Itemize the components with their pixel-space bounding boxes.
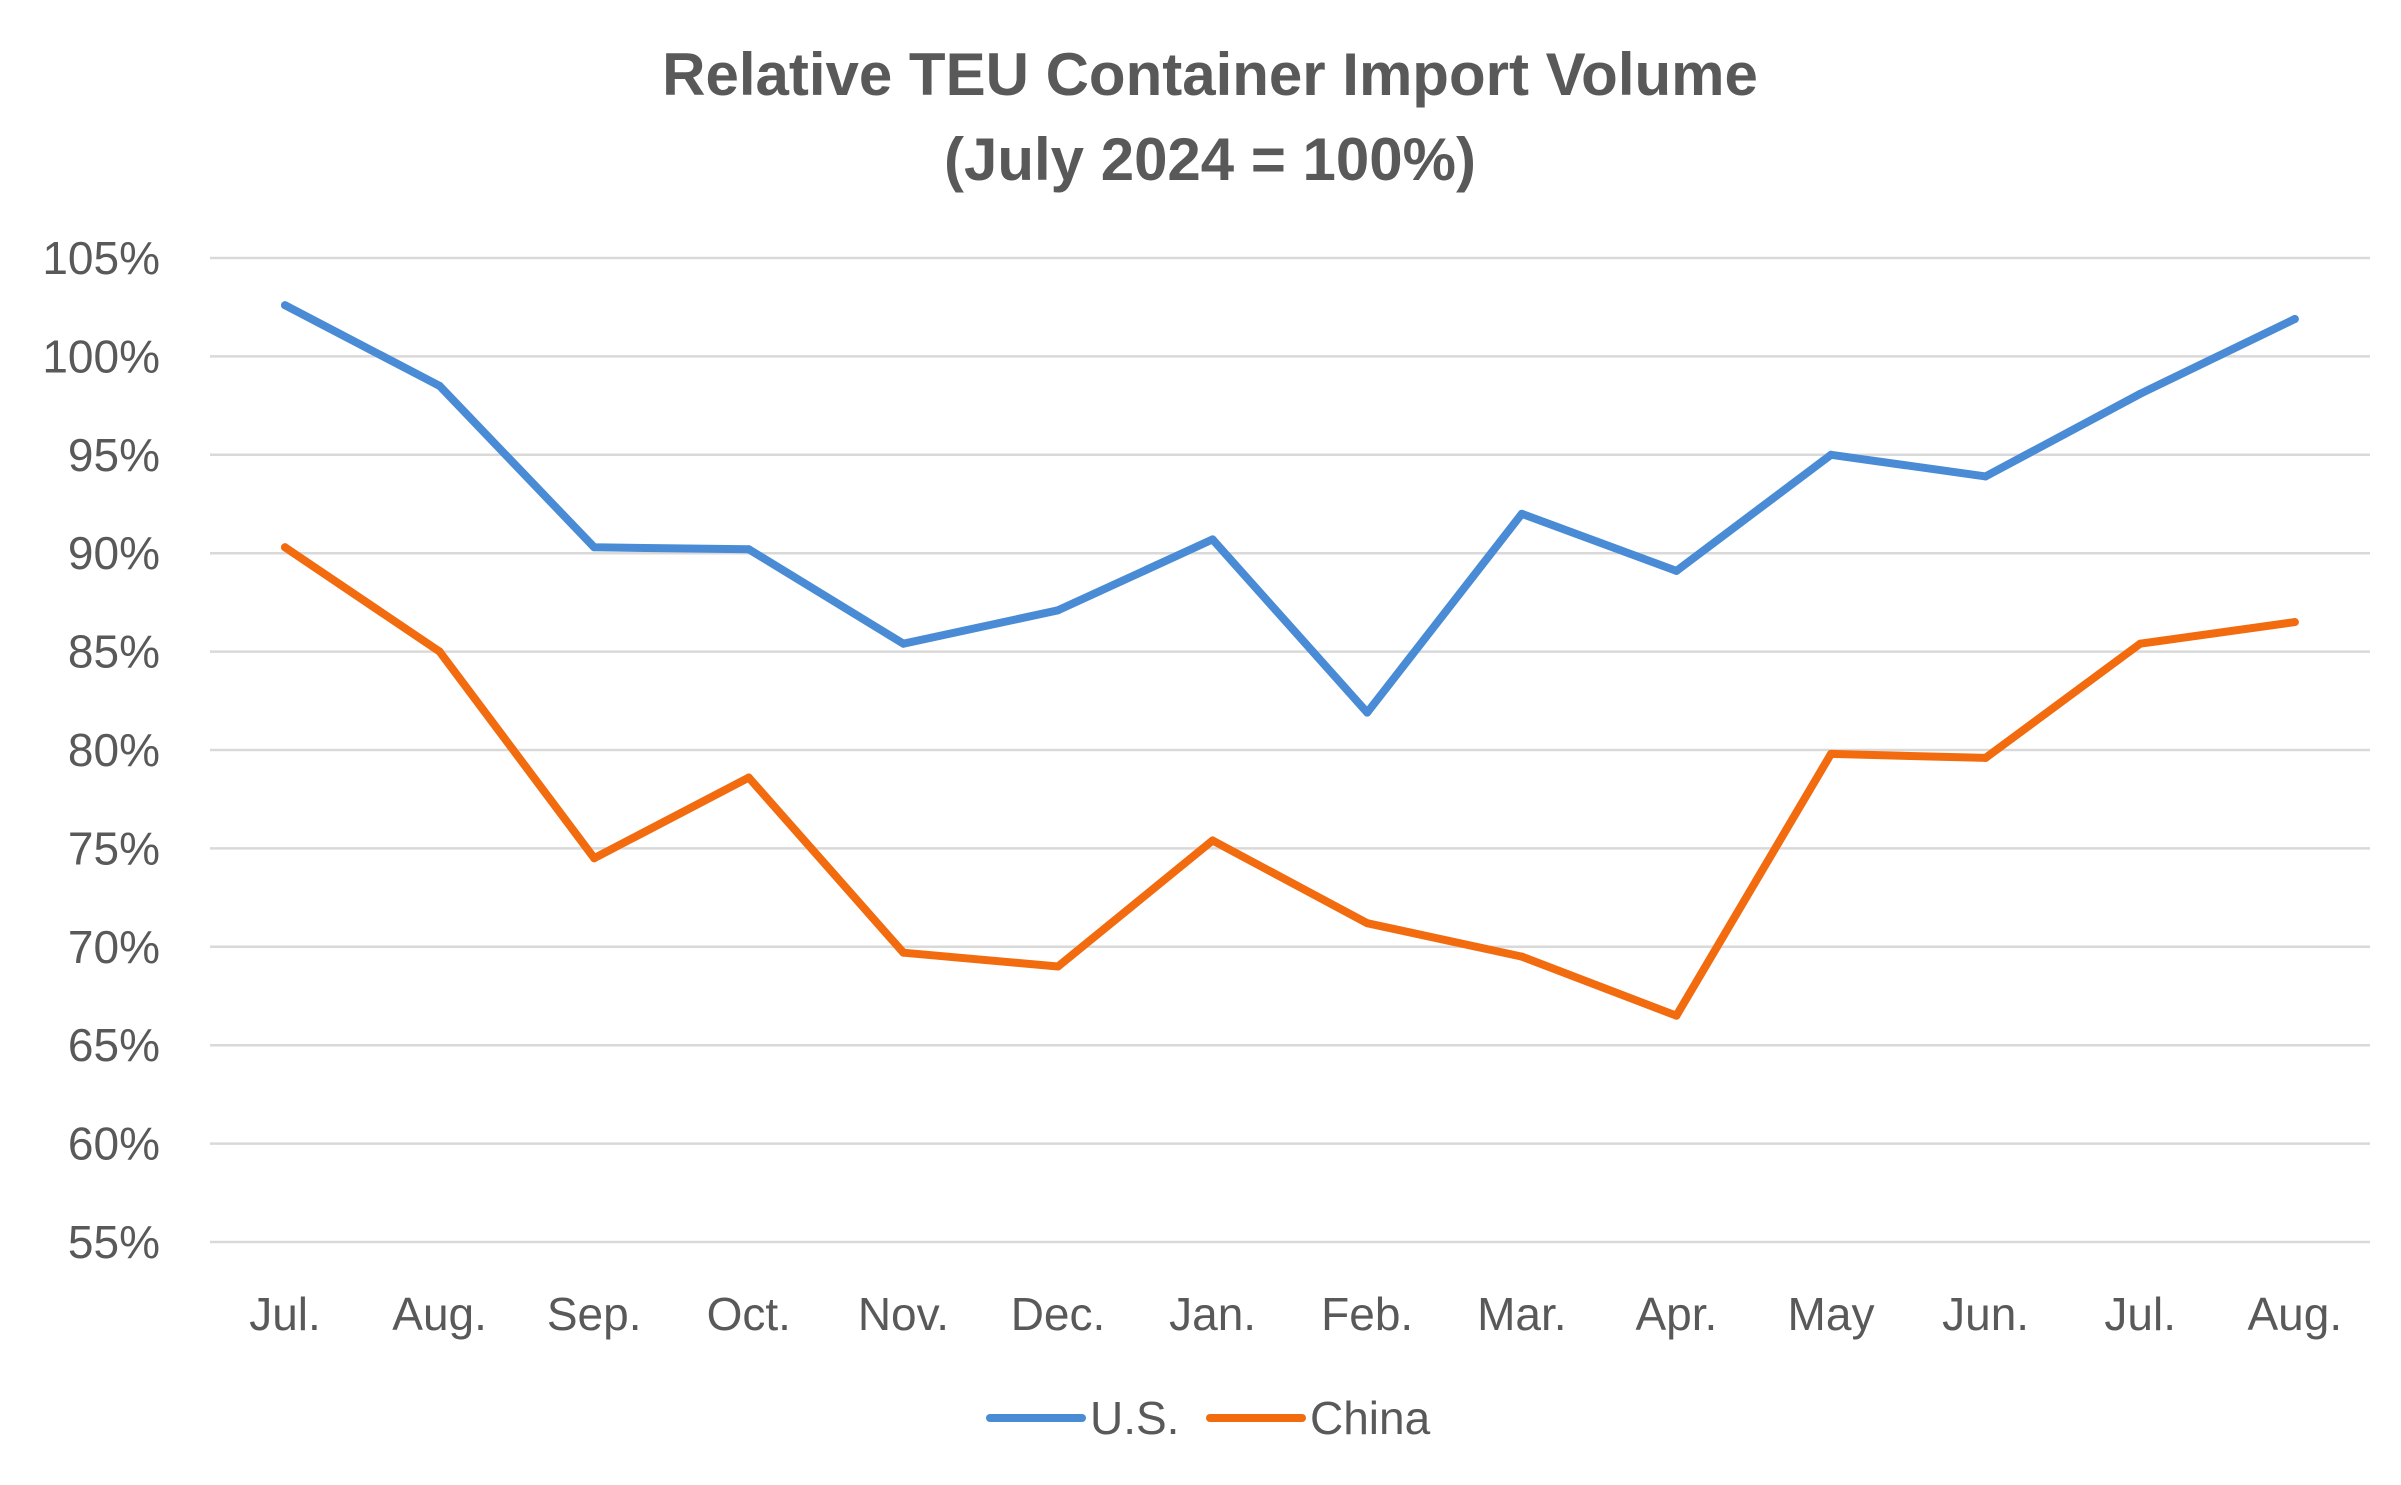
- data-point-u-s: [1672, 566, 1681, 575]
- data-point-china: [744, 773, 753, 782]
- data-point-china: [1672, 1011, 1681, 1020]
- data-point-u-s: [1054, 606, 1062, 615]
- y-axis-tick-labels: 105% 100% 95% 90% 85% 80% 75% 70% 65% 60% 55%: [42, 232, 160, 1268]
- x-tick-label: Jun.: [1942, 1288, 2029, 1340]
- data-point-u-s: [1363, 708, 1372, 717]
- y-tick-label: 75%: [68, 822, 160, 874]
- x-tick-label: Jan.: [1169, 1288, 1256, 1340]
- data-point-u-s: [435, 381, 444, 390]
- x-axis-tick-labels: Jul. Aug. Sep. Oct. Nov. Dec. Jan. Feb. Mar. Apr.…: [249, 1288, 2342, 1340]
- x-tick-label: Aug.: [2247, 1288, 2342, 1340]
- y-tick-label: 95%: [68, 429, 160, 481]
- x-tick-label: Apr.: [1635, 1288, 1717, 1340]
- y-tick-label: 90%: [68, 527, 160, 579]
- x-tick-label: Mar.: [1477, 1288, 1566, 1340]
- data-point-china: [2290, 618, 2299, 627]
- data-point-u-s: [590, 543, 599, 552]
- gridlines: [210, 256, 2370, 1244]
- legend-label-china: China: [1310, 1392, 1431, 1444]
- chart-subtitle: (July 2024 = 100%): [944, 126, 1476, 193]
- x-tick-label: Dec.: [1011, 1288, 1106, 1340]
- series-line-china: [281, 543, 2299, 1020]
- x-tick-label: Nov.: [858, 1288, 949, 1340]
- y-tick-label: 85%: [68, 626, 160, 678]
- series-line-u-s: [281, 301, 2299, 717]
- data-point-china: [1517, 952, 1526, 961]
- legend: U.S. China: [986, 1392, 1431, 1444]
- y-tick-label: 55%: [68, 1216, 160, 1268]
- x-tick-label: Aug.: [392, 1288, 487, 1340]
- data-point-u-s: [2290, 315, 2299, 324]
- data-point-china: [281, 543, 289, 552]
- data-point-u-s: [1981, 472, 1990, 481]
- data-point-u-s: [744, 545, 753, 554]
- y-tick-label: 70%: [68, 921, 160, 973]
- data-point-china: [590, 854, 599, 863]
- x-tick-label: May: [1788, 1288, 1875, 1340]
- data-point-china: [1054, 962, 1062, 971]
- y-tick-label: 105%: [42, 232, 160, 284]
- y-tick-label: 80%: [68, 724, 160, 776]
- data-point-china: [2136, 639, 2145, 648]
- x-tick-label: Jul.: [2104, 1288, 2176, 1340]
- data-point-u-s: [1827, 450, 1835, 459]
- x-tick-label: Oct.: [707, 1288, 791, 1340]
- y-tick-label: 100%: [42, 330, 160, 382]
- legend-label-u-s: U.S.: [1090, 1392, 1179, 1444]
- data-point-u-s: [899, 639, 908, 648]
- y-tick-label: 60%: [68, 1118, 160, 1170]
- x-tick-label: Sep.: [547, 1288, 642, 1340]
- series-lines: [281, 301, 2299, 1020]
- data-point-china: [1981, 753, 1990, 762]
- data-point-china: [899, 948, 908, 957]
- data-point-china: [435, 647, 444, 656]
- data-point-u-s: [1517, 509, 1526, 518]
- data-point-china: [1363, 919, 1372, 928]
- data-point-u-s: [2136, 389, 2145, 398]
- x-tick-label: Feb.: [1321, 1288, 1413, 1340]
- data-point-china: [1208, 836, 1217, 845]
- data-point-u-s: [1208, 535, 1217, 544]
- data-point-u-s: [281, 301, 289, 310]
- chart-title: Relative TEU Container Import Volume: [662, 41, 1758, 108]
- data-point-china: [1827, 749, 1835, 758]
- x-tick-label: Jul.: [249, 1288, 321, 1340]
- y-tick-label: 65%: [68, 1019, 160, 1071]
